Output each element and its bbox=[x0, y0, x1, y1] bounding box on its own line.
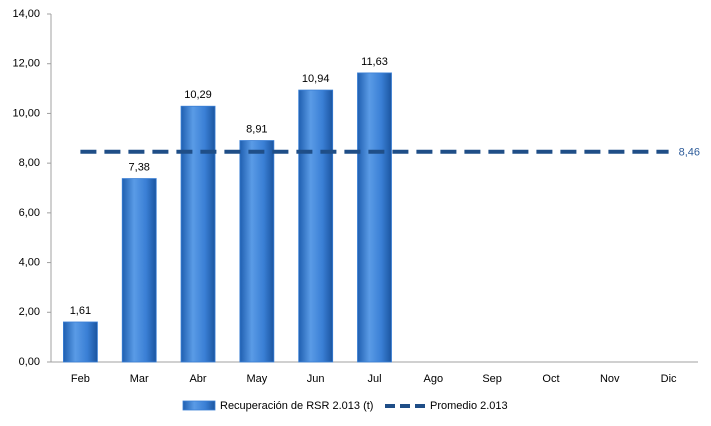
x-tick-label: Abr bbox=[189, 373, 206, 385]
y-tick-label: 4,00 bbox=[19, 256, 40, 268]
y-tick-label: 14,00 bbox=[12, 8, 40, 20]
bar bbox=[239, 140, 275, 363]
x-tick-label: Dic bbox=[661, 373, 677, 385]
x-tick-label: Mar bbox=[130, 373, 149, 385]
x-tick-label: May bbox=[246, 373, 267, 385]
y-tick-label: 12,00 bbox=[12, 58, 40, 70]
bar bbox=[63, 321, 98, 363]
data-label: 8,91 bbox=[246, 123, 267, 135]
x-tick-label: Feb bbox=[71, 373, 90, 385]
legend-swatch bbox=[182, 400, 216, 411]
x-tick-label: Jun bbox=[307, 373, 325, 385]
x-tick-label: Sep bbox=[482, 373, 502, 385]
bar bbox=[121, 178, 157, 363]
x-tick-label: Oct bbox=[542, 373, 559, 385]
data-label: 11,63 bbox=[361, 56, 388, 68]
x-tick-label: Ago bbox=[424, 373, 444, 385]
legend-label: Recuperación de RSR 2.013 (t) bbox=[220, 400, 373, 412]
x-tick-label: Nov bbox=[600, 373, 620, 385]
legend-label: Promedio 2.013 bbox=[430, 400, 508, 412]
data-label: 1,61 bbox=[70, 305, 91, 317]
data-label: 10,94 bbox=[302, 73, 330, 85]
data-label: 8,46 bbox=[679, 147, 700, 159]
data-label: 7,38 bbox=[129, 161, 150, 173]
data-label: 10,29 bbox=[184, 89, 212, 101]
bar bbox=[298, 89, 334, 363]
bar bbox=[180, 105, 216, 363]
y-tick-label: 2,00 bbox=[19, 306, 40, 318]
y-tick-label: 8,00 bbox=[19, 157, 40, 169]
bar bbox=[357, 72, 392, 363]
y-tick-label: 0,00 bbox=[19, 356, 40, 368]
x-tick-label: Jul bbox=[367, 373, 381, 385]
y-tick-label: 10,00 bbox=[12, 107, 40, 119]
y-tick-label: 6,00 bbox=[19, 207, 40, 219]
